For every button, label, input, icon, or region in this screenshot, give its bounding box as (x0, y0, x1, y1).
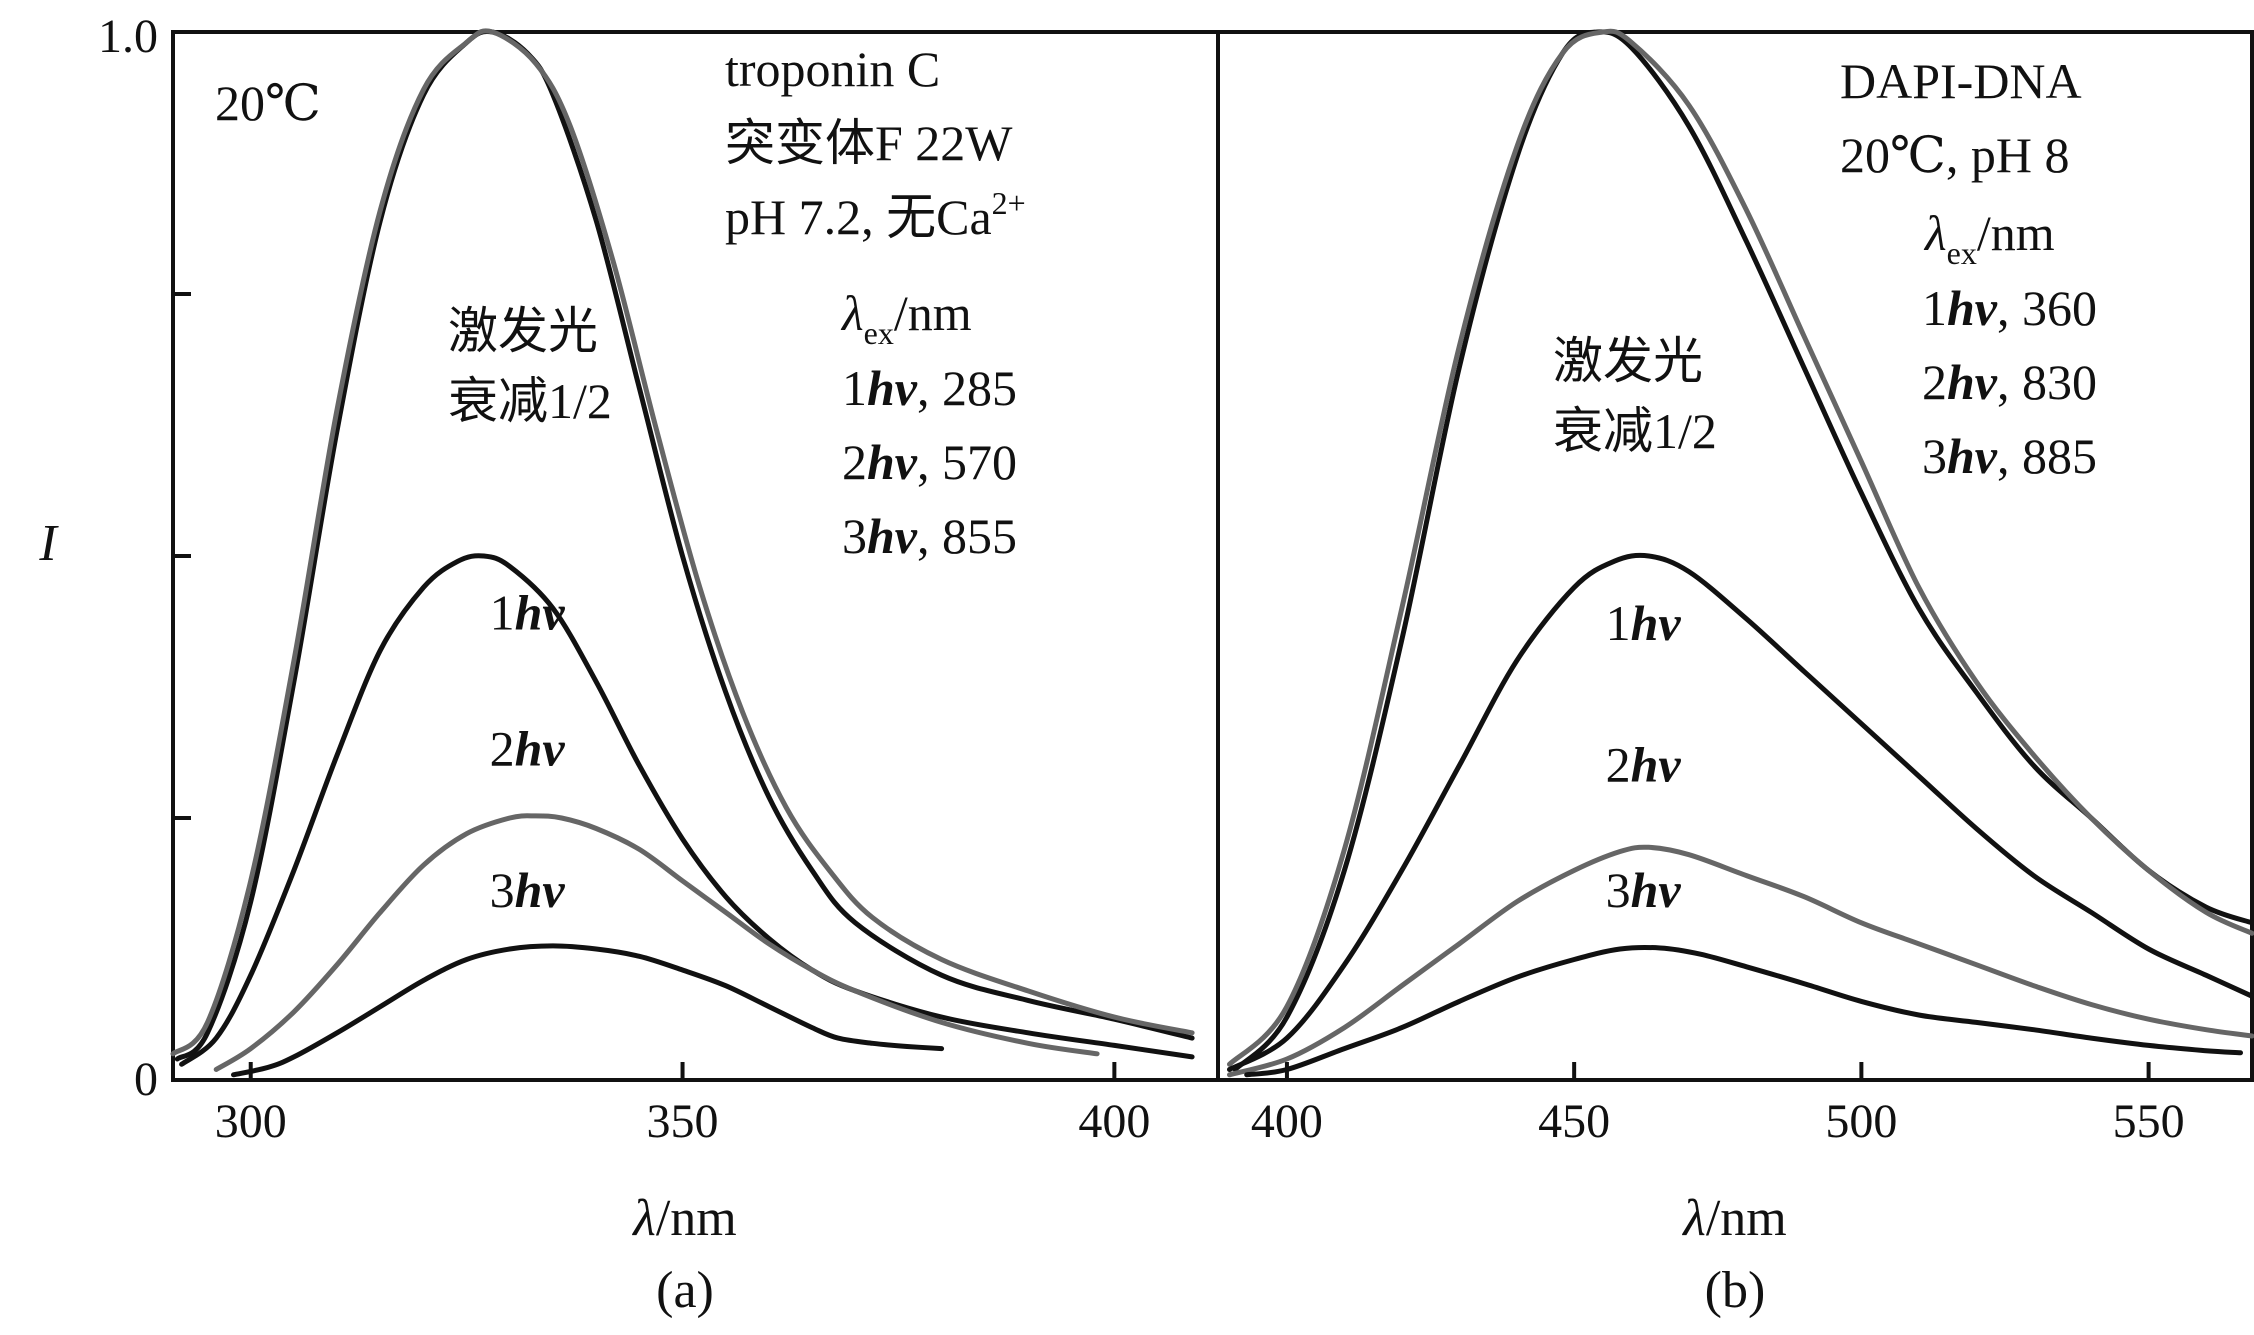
x-tick-label: 300 (215, 1095, 287, 1148)
spectrum-curve-1 (174, 28, 1195, 1062)
panel-a-frame (171, 30, 1220, 1082)
panel-a: 300 350 400 20℃ troponin C 突变体F 22W pH 7.2… (170, 28, 1220, 1319)
panel-a-excitation-list: 1hν, 285 2hν, 570 3hν, 855 (842, 360, 1017, 564)
spectrum-curve-5 (231, 943, 945, 1078)
spectrum-curve-2 (1227, 28, 2254, 1067)
panel-a-x-axis-label: λ/nm (631, 1190, 736, 1247)
panel-a-lambda-ex-label: λex/nm (840, 285, 972, 351)
panel-b-lambda-ex-label: λex/nm (1923, 205, 2055, 271)
excitation-entry: 2hν, 570 (842, 434, 1017, 490)
x-tick-label: 500 (1825, 1095, 1897, 1148)
panel-b-excitation-list: 1hν, 360 2hν, 830 3hν, 885 (1922, 280, 2097, 484)
panel-a-label: (a) (656, 1262, 714, 1319)
panel-a-sample-line2: 突变体F 22W (725, 115, 1013, 171)
panel-b-curve-labels: 1hν 2hν 3hν (1606, 595, 1682, 918)
curve-label: 2hν (1606, 736, 1682, 792)
panel-b: 400 450 500 550 DAPI-DNA 20℃, pH 8 λex/nm 1… (1216, 28, 2254, 1319)
curve-label: 1hν (1606, 595, 1682, 651)
spectrum-curve-3 (179, 553, 1195, 1067)
spectrum-curve-1 (1232, 29, 2254, 1072)
curve-label: 3hν (490, 862, 566, 918)
panel-b-attenuation-line2: 衰减1/2 (1553, 403, 1717, 459)
spectrum-curve-4 (1227, 844, 2254, 1078)
panel-a-curve-labels: 1hν 2hν 3hν (490, 584, 566, 918)
panel-a-y-ticks (173, 30, 191, 1082)
curve-label: 3hν (1606, 862, 1682, 918)
panel-a-attenuation-line1: 激发光 (448, 303, 598, 359)
panel-a-sample-line3: pH 7.2, 无Ca2+ (725, 185, 1026, 245)
panel-b-label: (b) (1705, 1262, 1766, 1319)
panel-a-sample-line1: troponin C (725, 41, 940, 97)
panel-a-attenuation-line2: 衰减1/2 (448, 373, 612, 429)
excitation-entry: 1hν, 285 (842, 360, 1017, 416)
panel-b-sample-line2: 20℃, pH 8 (1840, 127, 2070, 183)
y-axis-label: I (38, 515, 59, 572)
spectrum-curve-3 (1227, 552, 2254, 1072)
excitation-entry: 3hν, 885 (1922, 428, 2097, 484)
panel-b-attenuation-line1: 激发光 (1553, 333, 1703, 389)
excitation-entry: 1hν, 360 (1922, 280, 2097, 336)
spectrum-curve-4 (213, 813, 1100, 1072)
panel-a-condition: 20℃ (215, 75, 321, 131)
y-tick-label-bottom: 0 (134, 1053, 158, 1106)
excitation-entry: 3hν, 855 (842, 508, 1017, 564)
panel-b-x-axis-label: λ/nm (1681, 1190, 1786, 1247)
panel-a-curves (170, 28, 1195, 1078)
panel-b-curves (1227, 28, 2254, 1078)
x-tick-label: 450 (1538, 1095, 1610, 1148)
panel-b-sample-line1: DAPI-DNA (1840, 53, 2082, 109)
y-tick-label-top: 1.0 (98, 10, 158, 63)
x-tick-label: 400 (1078, 1095, 1150, 1148)
spectrum-curve-2 (170, 28, 1195, 1057)
panel-b-x-ticks: 400 450 500 550 (1251, 1062, 2185, 1148)
curve-label: 1hν (490, 584, 566, 640)
spectrum-curve-5 (1244, 944, 2243, 1078)
curve-label: 2hν (490, 721, 566, 777)
x-tick-label: 400 (1251, 1095, 1323, 1148)
panel-a-x-ticks: 300 350 400 (215, 1062, 1150, 1148)
x-tick-label: 550 (2113, 1095, 2185, 1148)
excitation-entry: 2hν, 830 (1922, 354, 2097, 410)
panel-b-frame (1216, 30, 2254, 1082)
x-tick-label: 350 (647, 1095, 719, 1148)
